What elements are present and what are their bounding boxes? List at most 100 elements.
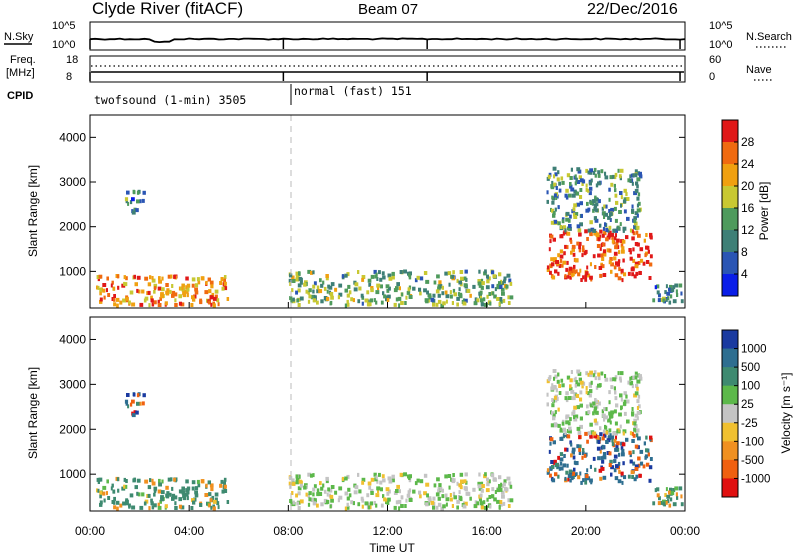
scatter-cell [597,253,601,258]
scatter-cell [568,226,572,231]
scatter-cell [96,285,99,290]
scatter-cell [562,463,567,468]
scatter-cell [574,212,579,216]
scatter-cell [153,300,157,305]
scatter-cell [676,293,679,297]
scatter-cell [637,253,641,258]
scatter-cell [289,484,292,489]
scatter-cell [602,452,607,456]
scatter-cell [313,484,317,489]
scatter-cell [604,212,608,217]
scatter-cell [480,298,484,303]
scatter-cell [456,505,459,510]
scatter-cell [437,487,441,492]
scatter-cell [588,393,592,398]
scatter-cell [610,207,615,212]
scatter-cell [295,476,300,481]
scatter-cell [637,394,641,399]
scatter-cell [644,253,647,258]
scatter-cell [484,302,488,307]
scatter-cell [586,273,591,278]
scatter-cell [219,281,223,285]
scatter-cell [346,496,350,501]
scatter-cell [552,369,557,373]
scatter-cell [627,380,631,385]
scatter-cell [551,208,555,213]
scatter-cell [578,377,582,382]
scatter-cell [549,270,552,275]
scatter-cell [154,286,157,291]
scatter-cell [625,437,629,442]
scatter-cell [579,471,582,476]
scatter-cell [574,258,579,263]
scatter-cell [437,284,441,289]
scatter-cell [553,413,556,418]
scatter-cell [480,505,485,510]
scatter-cell [636,213,639,218]
scatter-cell [585,474,589,479]
scatter-cell [217,505,220,510]
scatter-cell [416,275,420,280]
scatter-cell [307,502,311,507]
scatter-cell [633,221,638,226]
scatter-cell [608,248,612,253]
scatter-cell [594,195,597,200]
scatter-cell [404,301,407,305]
scatter-cell [672,299,677,304]
scatter-cell [604,374,607,378]
scatter-cell [399,270,403,274]
scatter-cell [144,479,149,484]
scatter-cell [609,257,613,261]
scatter-cell [193,497,197,502]
scatter-cell [631,439,635,443]
scatter-cell [620,406,622,411]
scatter-cell [489,504,492,509]
scatter-cell [329,504,332,509]
scatter-cell [398,286,401,291]
scatter-cell [603,231,606,236]
scatter-cell [559,254,564,259]
scatter-cell [638,374,642,379]
scatter-cell [579,222,583,227]
range-tick-label: 4000 [59,332,86,346]
scatter-cell [137,492,141,497]
scatter-cell [548,449,551,454]
range-tick-label: 3000 [59,175,86,189]
scatter-cell [623,391,627,396]
scatter-cell [586,468,589,473]
scatter-cell [113,496,116,501]
scatter-cell [375,493,380,498]
scatter-cell [614,375,618,380]
scatter-cell [647,452,650,457]
scatter-cell [667,296,670,301]
scatter-cell [562,260,567,265]
scatter-cell [498,281,502,286]
scatter-cell [131,197,135,202]
scatter-cell [151,278,156,283]
scatter-cell [212,506,216,511]
scatter-cell [472,284,476,289]
scatter-cell [127,201,130,206]
scatter-cell [551,478,556,483]
scatter-cell [386,501,390,505]
power-colorbar-tick: 12 [741,223,755,237]
scatter-cell [329,301,332,306]
scatter-cell [482,500,486,505]
cpid-label: CPID [7,90,33,102]
scatter-cell [419,291,422,296]
scatter-cell [223,275,227,279]
scatter-cell [425,279,430,284]
scatter-cell [437,496,441,501]
scatter-cell [382,275,386,280]
scatter-cell [579,424,583,429]
scatter-cell [310,498,314,502]
scatter-cell [479,493,483,498]
scatter-cell [316,300,319,305]
scatter-cell [605,237,609,242]
scatter-cell [173,477,176,482]
scatter-cell [607,418,611,423]
scatter-cell [158,276,161,281]
scatter-cell [568,429,572,434]
scatter-cell [368,485,372,490]
scatter-cell [579,268,582,273]
